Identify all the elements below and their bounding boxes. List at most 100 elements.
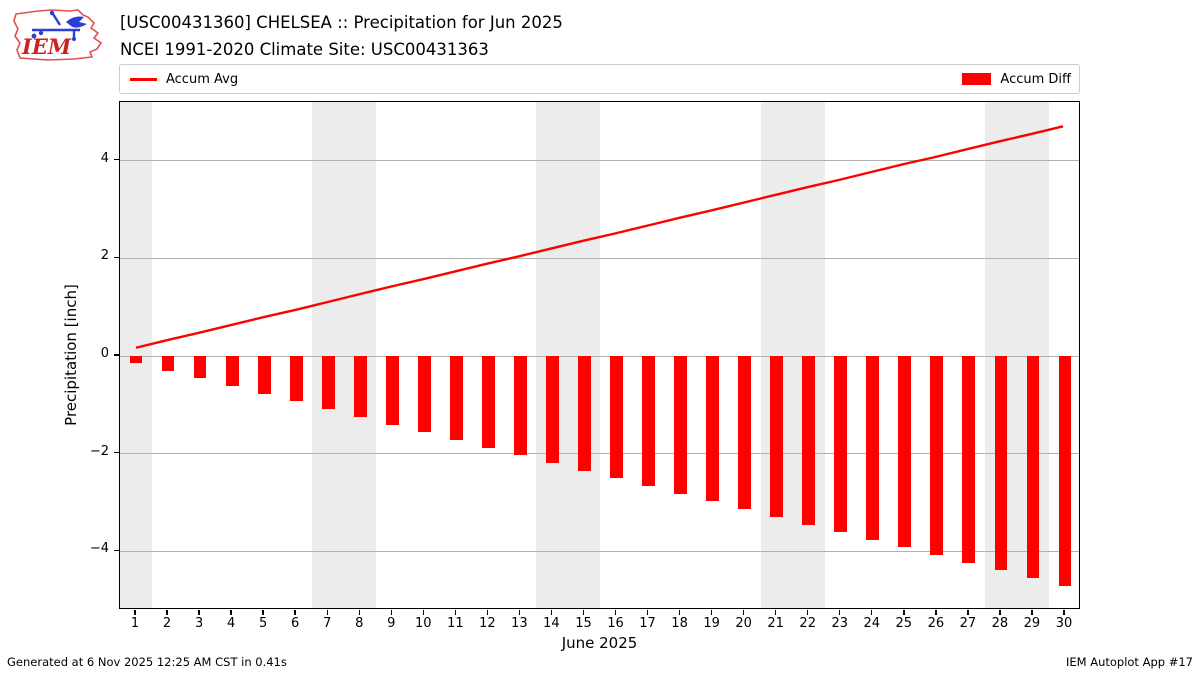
gridline <box>120 355 1079 357</box>
gridline <box>120 453 1079 455</box>
accum-avg-line-swatch <box>130 77 157 81</box>
x-tick-label: 16 <box>607 616 624 631</box>
x-tick-label: 27 <box>959 616 977 631</box>
x-tick-label: 26 <box>927 616 945 631</box>
accum-diff-bar <box>321 356 335 410</box>
x-tick <box>614 610 617 615</box>
x-tick <box>1063 610 1065 615</box>
accum-diff-bar <box>962 356 976 563</box>
weekend-band <box>312 102 377 608</box>
x-tick-label: 12 <box>479 616 496 631</box>
accum-diff-bar <box>1058 356 1072 586</box>
x-tick <box>935 610 937 615</box>
x-tick <box>582 610 585 615</box>
x-tick <box>807 610 809 615</box>
x-tick-label: 7 <box>323 616 332 631</box>
accum-diff-bar <box>225 356 239 387</box>
x-tick <box>518 610 521 615</box>
accum-diff-bar <box>738 356 752 509</box>
y-tick-label: −2 <box>89 443 109 459</box>
x-tick-label: 28 <box>991 616 1009 631</box>
x-tick-label: 22 <box>799 616 816 631</box>
accum-diff-bar <box>610 356 623 479</box>
x-axis-label: June 2025 <box>561 634 638 652</box>
accum-diff-bar <box>770 356 784 517</box>
weekend-band <box>120 102 153 608</box>
accum-diff-bar-swatch <box>962 73 992 85</box>
x-tick-label: 3 <box>194 616 204 631</box>
x-tick <box>134 610 136 615</box>
x-tick-label: 5 <box>259 616 268 631</box>
x-tick <box>871 610 873 615</box>
accum-diff-bar <box>994 356 1008 571</box>
y-tick-label: 4 <box>100 150 109 166</box>
generated-timestamp: Generated at 6 Nov 2025 12:25 AM CST in … <box>7 655 287 669</box>
y-tick <box>114 451 119 454</box>
y-tick-label: 2 <box>100 248 109 264</box>
legend-item-accum-avg: Accum Avg <box>130 65 238 93</box>
x-tick-label: 20 <box>735 616 752 631</box>
y-tick <box>114 354 119 356</box>
x-tick-label: 9 <box>387 616 396 631</box>
x-tick <box>294 610 296 615</box>
x-tick <box>774 610 777 615</box>
chart-title: [USC00431360] CHELSEA :: Precipitation f… <box>120 13 563 32</box>
x-tick-label: 24 <box>863 616 881 631</box>
iem-logo: IEM <box>13 9 103 61</box>
x-tick-label: 25 <box>895 616 913 631</box>
x-tick-label: 10 <box>415 616 432 631</box>
x-tick <box>390 610 392 615</box>
y-tick <box>114 256 119 258</box>
x-tick <box>903 610 905 615</box>
accum-diff-bar <box>802 356 816 525</box>
x-tick <box>166 610 168 615</box>
x-tick <box>486 610 489 615</box>
x-tick-label: 2 <box>162 616 172 631</box>
x-tick <box>1031 610 1033 615</box>
y-tick-label: 0 <box>100 346 109 361</box>
accum-diff-bar <box>898 356 912 548</box>
x-tick <box>422 610 424 615</box>
x-tick-label: 18 <box>671 616 688 631</box>
x-tick <box>646 610 649 615</box>
accum-diff-bar <box>161 356 175 372</box>
x-tick <box>710 610 713 615</box>
legend-item-accum-diff: Accum Diff <box>962 65 1071 93</box>
iem-logo-text: IEM <box>21 34 72 59</box>
accum-diff-bar <box>417 356 431 433</box>
gridline <box>120 550 1079 552</box>
accum-diff-bar <box>834 356 848 532</box>
y-tick <box>114 158 119 161</box>
x-tick <box>262 610 264 615</box>
accum-diff-bar <box>930 356 944 555</box>
x-tick-label: 17 <box>639 616 656 631</box>
accum-diff-bar <box>1026 356 1040 578</box>
x-tick <box>999 610 1001 615</box>
weather-vane-icon <box>31 10 87 41</box>
title-block: [USC00431360] CHELSEA :: Precipitation f… <box>120 9 563 63</box>
gridline <box>120 160 1079 162</box>
accum-diff-bar <box>481 356 495 448</box>
x-tick <box>742 610 745 615</box>
x-tick-label: 30 <box>1055 616 1073 631</box>
accum-avg-line <box>135 125 1064 349</box>
y-tick-label: −4 <box>89 541 109 557</box>
accum-diff-bar <box>514 356 527 456</box>
x-tick-label: 29 <box>1023 616 1041 631</box>
x-tick <box>358 610 360 615</box>
legend: Accum Avg Accum Diff <box>119 64 1080 94</box>
accum-diff-bar <box>546 356 559 463</box>
plot-area <box>119 101 1080 609</box>
x-tick <box>967 610 969 615</box>
accum-diff-bar <box>129 356 143 364</box>
x-tick <box>198 610 200 615</box>
accum-diff-bar <box>674 356 687 494</box>
x-tick-label: 23 <box>831 616 849 631</box>
x-tick-label: 21 <box>767 616 784 631</box>
accum-diff-label: Accum Diff <box>1000 71 1071 87</box>
x-tick <box>550 610 553 615</box>
x-tick-label: 11 <box>447 616 464 631</box>
x-tick-label: 8 <box>355 616 364 631</box>
accum-diff-bar <box>578 356 591 471</box>
x-tick-label: 1 <box>130 616 140 631</box>
